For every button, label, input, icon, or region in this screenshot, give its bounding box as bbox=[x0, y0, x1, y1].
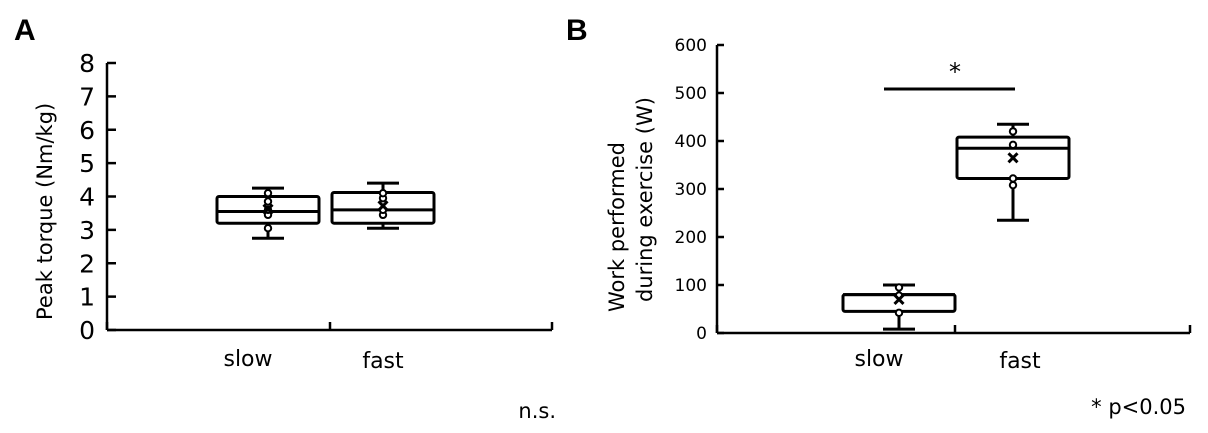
panel-b-y-axis-label-line-1: Work performed bbox=[605, 142, 629, 312]
panel-b-label: B bbox=[566, 14, 588, 47]
panel-a-slow-box-group bbox=[215, 186, 321, 240]
panel-b-category-fast: fast bbox=[999, 349, 1041, 374]
panel-b-y-tick-label: 400 bbox=[675, 132, 707, 152]
panel-b-category-slow: slow bbox=[854, 347, 903, 372]
panel-a-fast-box-group bbox=[330, 181, 436, 230]
panel-a-boxes bbox=[215, 181, 436, 240]
panel-b-y-tick-label: 100 bbox=[675, 276, 707, 296]
panel-b-y-tick-label: 200 bbox=[675, 228, 707, 248]
panel-a-y-tick-label: 7 bbox=[79, 82, 95, 111]
panel-a-label: A bbox=[14, 14, 36, 47]
panel-a-slow-mean-marker-stroke bbox=[262, 203, 274, 215]
significance-marker: * bbox=[949, 58, 961, 86]
panel-b-fast-mean-marker-stroke bbox=[1007, 152, 1019, 164]
panel-a: A 0 1 2 3 4 5 6 7 8 Peak torque (Nm/kg) slow fas… bbox=[14, 14, 556, 423]
panel-b-fast-box-group bbox=[955, 122, 1071, 222]
panel-a-annotation: n.s. bbox=[518, 399, 556, 423]
panel-a-fast-data-point bbox=[378, 188, 388, 198]
panel-a-category-slow: slow bbox=[223, 347, 272, 372]
panel-a-fast-mean-marker-stroke bbox=[377, 200, 389, 212]
panel-b-slow-box-group bbox=[841, 283, 957, 331]
panel-a-x-ticks bbox=[105, 322, 554, 330]
panel-a-y-tick-label: 4 bbox=[79, 183, 95, 212]
panel-b-x-ticks bbox=[715, 325, 1192, 333]
panel-b-fast-data-point bbox=[1008, 127, 1018, 136]
panel-a-slow-data-point bbox=[263, 224, 273, 233]
panel-b-boxes bbox=[841, 122, 1071, 331]
panel-b-slow-data-point bbox=[894, 283, 904, 292]
panel-a-y-tick-label: 0 bbox=[79, 316, 95, 345]
panel-a-y-tick-label: 6 bbox=[79, 116, 95, 145]
panel-a-y-ticks: 0 1 2 3 4 5 6 7 8 bbox=[79, 49, 116, 345]
panel-b-annotation: * p<0.05 bbox=[1091, 395, 1186, 419]
panel-a-slow-data-point bbox=[263, 197, 273, 206]
panel-b-fast-data-point bbox=[1008, 140, 1018, 150]
panel-a-y-axis-label: Peak torque (Nm/kg) bbox=[33, 103, 57, 320]
panel-a-y-tick-label: 1 bbox=[79, 283, 95, 312]
panel-b-y-tick-label: 300 bbox=[675, 180, 707, 200]
panel-b-y-axis-label-line-2: during exercise (W) bbox=[633, 97, 657, 302]
panel-a-slow-data-point bbox=[263, 188, 273, 198]
panel-b-fast-data-point bbox=[1008, 180, 1018, 190]
panel-b-y-tick-label: 500 bbox=[675, 84, 707, 104]
panel-b-y-ticks: 0 100 200 300 400 500 600 bbox=[675, 36, 724, 344]
panel-b-y-tick-label: 0 bbox=[696, 324, 707, 344]
panel-b-slow-mean-marker-stroke bbox=[893, 293, 905, 305]
panel-b-fast-data-point bbox=[1008, 174, 1018, 183]
panel-a-category-fast: fast bbox=[362, 349, 404, 374]
panel-a-y-tick-label: 2 bbox=[79, 249, 95, 278]
panel-a-y-tick-label: 3 bbox=[79, 216, 95, 245]
panel-a-y-tick-label: 5 bbox=[79, 149, 95, 178]
panel-b: B 0 100 200 300 400 500 600 Work performed dur… bbox=[566, 14, 1192, 419]
panel-b-y-tick-label: 600 bbox=[675, 36, 707, 56]
panel-a-y-tick-label: 8 bbox=[79, 49, 95, 78]
panel-b-slow-data-point bbox=[894, 308, 904, 318]
